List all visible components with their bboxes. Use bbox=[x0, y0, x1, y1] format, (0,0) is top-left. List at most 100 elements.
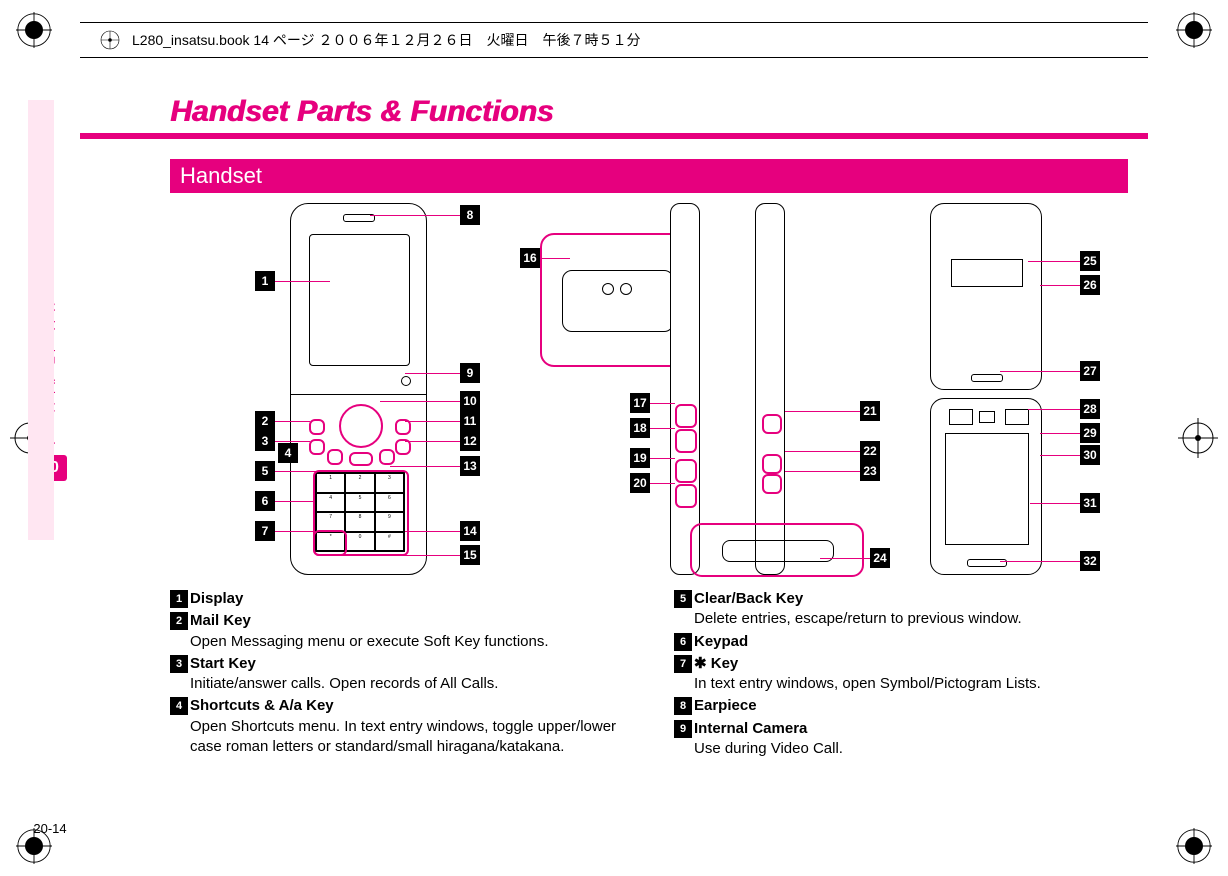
left-rail: Abridged English Manual 20 20-14 bbox=[10, 260, 90, 836]
back-flash bbox=[979, 411, 995, 423]
callout-1: 1 bbox=[255, 271, 275, 291]
legend-body-7: In text entry windows, open Symbol/Picto… bbox=[674, 674, 1148, 694]
callout-3: 3 bbox=[255, 431, 275, 451]
legend-title-9: Internal Camera bbox=[694, 720, 807, 737]
callout-8: 8 bbox=[460, 205, 480, 225]
callout-5: 5 bbox=[255, 461, 275, 481]
callout-30: 30 bbox=[1080, 445, 1100, 465]
callout-23: 23 bbox=[860, 461, 880, 481]
legend: 1Display 2Mail Key Open Messaging menu o… bbox=[170, 589, 1148, 761]
leader-22 bbox=[785, 451, 860, 452]
page-title-text: Handset Parts & Functions bbox=[170, 95, 553, 128]
callout-31: 31 bbox=[1080, 493, 1100, 513]
legend-title-4: Shortcuts & A/a Key bbox=[190, 697, 334, 714]
leader-31 bbox=[1030, 503, 1080, 504]
legend-item-1: 1Display bbox=[170, 589, 644, 609]
leader-19 bbox=[650, 458, 675, 459]
legend-item-4: 4Shortcuts & A/a Key Open Shortcuts menu… bbox=[170, 696, 644, 757]
legend-title-3: Start Key bbox=[190, 655, 256, 672]
legend-item-3: 3Start Key Initiate/answer calls. Open r… bbox=[170, 654, 644, 695]
phone-front: 1 2 3 4 5 6 7 8 9 * 0 # bbox=[290, 203, 427, 575]
zoom-cam2 bbox=[620, 283, 632, 295]
start-key-box bbox=[309, 439, 325, 455]
legend-body-4: Open Shortcuts menu. In text entry windo… bbox=[170, 717, 644, 758]
leader-30 bbox=[1040, 455, 1080, 456]
legend-num-7: 7 bbox=[674, 655, 692, 673]
pink-strip bbox=[28, 100, 54, 540]
side-btn-23 bbox=[762, 474, 782, 494]
side-btn-19 bbox=[675, 459, 697, 483]
callout-19: 19 bbox=[630, 448, 650, 468]
legend-num-5: 5 bbox=[674, 590, 692, 608]
legend-item-6: 6Keypad bbox=[674, 632, 1148, 652]
nav-highlight bbox=[339, 404, 383, 448]
leader-21 bbox=[785, 411, 860, 412]
legend-right: 5Clear/Back Key Delete entries, escape/r… bbox=[674, 589, 1148, 761]
star-row-highlight bbox=[313, 530, 347, 556]
phone-back-lower bbox=[930, 398, 1042, 575]
back-slot bbox=[971, 374, 1003, 382]
leader-28 bbox=[1028, 409, 1080, 410]
zoom-top-inner bbox=[562, 270, 674, 332]
legend-item-8: 8Earpiece bbox=[674, 696, 1148, 716]
leader-11 bbox=[405, 421, 460, 422]
callout-6: 6 bbox=[255, 491, 275, 511]
legend-title-6: Keypad bbox=[694, 633, 748, 650]
regmark-br bbox=[1176, 828, 1212, 864]
header-icon bbox=[98, 28, 122, 52]
back-lens2 bbox=[1005, 409, 1029, 425]
crosshair-right bbox=[1178, 418, 1218, 458]
internal-camera-dot bbox=[401, 376, 411, 386]
callout-10: 10 bbox=[460, 391, 480, 411]
shortcuts-right bbox=[379, 449, 395, 465]
legend-item-7: 7✱ Key In text entry windows, open Symbo… bbox=[674, 654, 1148, 695]
legend-num-6: 6 bbox=[674, 633, 692, 651]
leader-5 bbox=[275, 471, 335, 472]
phone-display bbox=[309, 234, 410, 366]
legend-item-2: 2Mail Key Open Messaging menu or execute… bbox=[170, 611, 644, 652]
zoom-cam1 bbox=[602, 283, 614, 295]
leader-7 bbox=[275, 531, 315, 532]
leader-2 bbox=[275, 421, 310, 422]
phone-right-side bbox=[755, 203, 785, 575]
legend-title-1: Display bbox=[190, 590, 243, 607]
legend-title-7: ✱ Key bbox=[694, 655, 738, 672]
shortcuts-box bbox=[327, 449, 343, 465]
callout-28: 28 bbox=[1080, 399, 1100, 419]
regmark-tr bbox=[1176, 12, 1212, 48]
leader-24 bbox=[820, 558, 870, 559]
leader-26 bbox=[1040, 285, 1080, 286]
leader-14 bbox=[405, 531, 460, 532]
legend-num-9: 9 bbox=[674, 720, 692, 738]
callout-24: 24 bbox=[870, 548, 890, 568]
mail-key-box bbox=[309, 419, 325, 435]
legend-title-8: Earpiece bbox=[694, 697, 757, 714]
side-btn-21 bbox=[762, 414, 782, 434]
callout-22: 22 bbox=[860, 441, 880, 461]
phone-back-upper bbox=[930, 203, 1042, 390]
leader-1 bbox=[275, 281, 330, 282]
leader-9 bbox=[405, 373, 460, 374]
clear-back-box bbox=[349, 452, 373, 466]
callout-13: 13 bbox=[460, 456, 480, 476]
side-btn-22 bbox=[762, 454, 782, 474]
leader-32 bbox=[1000, 561, 1080, 562]
file-header-bar: L280_insatsu.book 14 ページ ２００６年１２月２６日 火曜日… bbox=[80, 22, 1148, 58]
leader-27 bbox=[1000, 371, 1080, 372]
section-header: Handset bbox=[170, 159, 1128, 193]
side-btn-17 bbox=[675, 404, 697, 428]
legend-left: 1Display 2Mail Key Open Messaging menu o… bbox=[170, 589, 644, 761]
leader-23 bbox=[785, 471, 860, 472]
leader-6 bbox=[275, 501, 315, 502]
legend-title-2: Mail Key bbox=[190, 612, 251, 629]
legend-body-9: Use during Video Call. bbox=[674, 739, 1148, 759]
callout-27: 27 bbox=[1080, 361, 1100, 381]
callout-9: 9 bbox=[460, 363, 480, 383]
legend-num-2: 2 bbox=[170, 612, 188, 630]
callout-29: 29 bbox=[1080, 423, 1100, 443]
legend-item-9: 9Internal Camera Use during Video Call. bbox=[674, 719, 1148, 760]
legend-num-8: 8 bbox=[674, 697, 692, 715]
leader-13 bbox=[390, 466, 460, 467]
leader-12 bbox=[405, 441, 460, 442]
legend-num-4: 4 bbox=[170, 697, 188, 715]
